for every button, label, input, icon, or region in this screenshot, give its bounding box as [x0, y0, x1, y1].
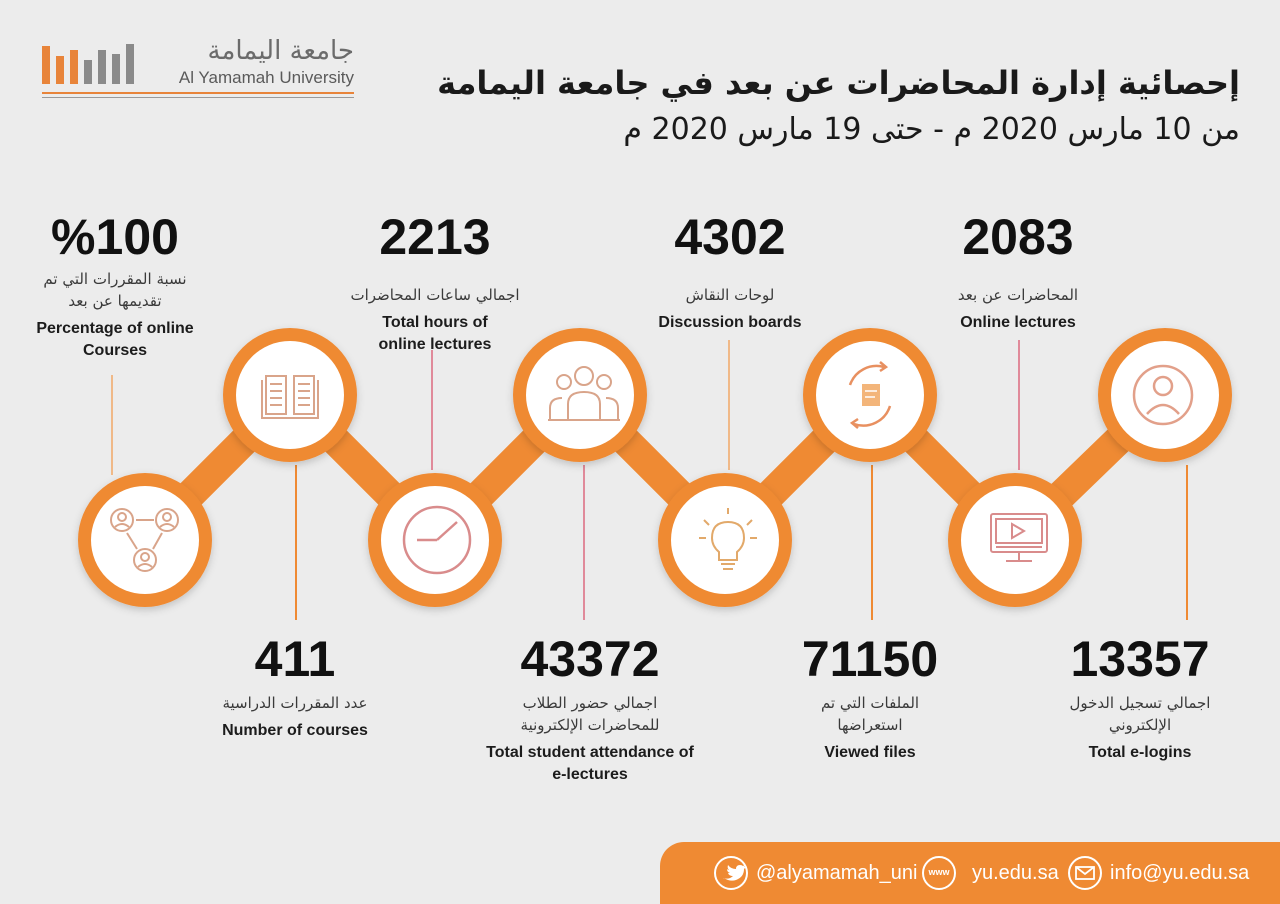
contact-footer: @alyamamah_uni www yu.edu.sa info@yu.edu… — [660, 842, 1280, 904]
stat-discussion-boards: 4302 لوحات النقاش Discussion boards — [630, 210, 830, 334]
stat-english-label: Total hours of online lectures — [378, 314, 492, 353]
website-link[interactable]: www yu.edu.sa — [922, 856, 1059, 890]
node-user — [1098, 328, 1232, 462]
stat-arabic-label: اجمالي تسجيل الدخول الإلكتروني — [1069, 694, 1211, 734]
open-book-icon — [261, 375, 319, 419]
node-open-book — [223, 328, 357, 462]
node-group — [513, 328, 647, 462]
stat-arabic-label: الملفات التي تم استعراضها — [820, 694, 920, 734]
logo-bars-icon — [42, 36, 138, 84]
stat-value: 71150 — [801, 631, 939, 687]
group-icon — [548, 366, 620, 421]
email-link[interactable]: info@yu.edu.sa — [1068, 856, 1249, 890]
lightbulb-icon — [699, 508, 757, 570]
clock-icon — [402, 505, 472, 575]
stat-arabic-label: المحاضرات عن بعد — [957, 286, 1079, 304]
stat-arabic-label: اجمالي حضور الطلاب للمحاضرات الإلكترونية — [520, 694, 660, 734]
users-network-icon — [110, 508, 179, 572]
stat-value: 4302 — [674, 209, 786, 265]
stat-total-hours: 2213 اجمالي ساعات المحاضرات Total hours … — [320, 210, 550, 356]
node-users-network — [78, 473, 212, 607]
stat-value: 13357 — [1070, 631, 1210, 687]
stat-student-attendance: 43372 اجمالي حضور الطلاب للمحاضرات الإلك… — [470, 632, 710, 786]
stat-arabic-label: لوحات النقاش — [685, 286, 775, 304]
stat-value: 2213 — [379, 209, 491, 265]
file-refresh-icon — [848, 361, 892, 429]
logo-arabic-name: جامعة اليمامة — [207, 36, 354, 66]
node-lightbulb — [658, 473, 792, 607]
stat-number-of-courses: 411 عدد المقررات الدراسية Number of cour… — [190, 632, 400, 742]
stat-value: 411 — [254, 631, 336, 687]
stat-english-label: Viewed files — [824, 744, 916, 761]
twitter-handle: @alyamamah_uni — [756, 861, 918, 884]
logo-rule-thin — [42, 97, 354, 98]
logo-rule — [42, 92, 354, 94]
website-url: yu.edu.sa — [972, 861, 1059, 884]
email-address: info@yu.edu.sa — [1110, 861, 1250, 884]
user-icon — [1132, 364, 1194, 426]
node-file-refresh — [803, 328, 937, 462]
twitter-icon — [714, 856, 748, 890]
stat-value: 2083 — [962, 209, 1074, 265]
globe-icon: www — [922, 856, 956, 890]
envelope-icon — [1068, 856, 1102, 890]
monitor-play-icon — [990, 513, 1048, 562]
page-title: إحصائية إدارة المحاضرات عن بعد في جامعة … — [437, 64, 1240, 102]
stat-english-label: Online lectures — [960, 314, 1076, 331]
guide-lines — [111, 340, 1188, 620]
node-monitor-play — [948, 473, 1082, 607]
node-clock — [368, 473, 502, 607]
stat-value: %100 — [51, 209, 179, 265]
stat-english-label: Total student attendance of e-lectures — [486, 744, 694, 783]
logo-english-name: Al Yamamah University — [178, 68, 354, 87]
stat-online-lectures: 2083 المحاضرات عن بعد Online lectures — [918, 210, 1118, 334]
stat-arabic-label: اجمالي ساعات المحاضرات — [350, 286, 520, 304]
stat-english-label: Percentage of online Courses — [36, 320, 194, 359]
www-label: www — [928, 867, 950, 877]
stat-english-label: Number of courses — [222, 722, 368, 739]
university-logo: جامعة اليمامة Al Yamamah University — [42, 36, 354, 100]
stat-percentage-online-courses: %100 نسبة المقررات التي تم تقديمها عن بع… — [20, 210, 210, 362]
twitter-link[interactable]: @alyamamah_uni — [714, 856, 918, 890]
stat-value: 43372 — [520, 631, 660, 687]
stat-arabic-label: نسبة المقررات التي تم تقديمها عن بعد — [43, 270, 187, 310]
stat-english-label: Discussion boards — [658, 314, 802, 331]
stat-english-label: Total e-logins — [1088, 744, 1192, 761]
stat-total-e-logins: 13357 اجمالي تسجيل الدخول الإلكتروني Tot… — [1040, 632, 1240, 764]
stat-arabic-label: عدد المقررات الدراسية — [222, 694, 368, 712]
page-subtitle: من 10 مارس 2020 م - حتى 19 مارس 2020 م — [623, 112, 1240, 147]
stat-viewed-files: 71150 الملفات التي تم استعراضها Viewed f… — [780, 632, 960, 764]
